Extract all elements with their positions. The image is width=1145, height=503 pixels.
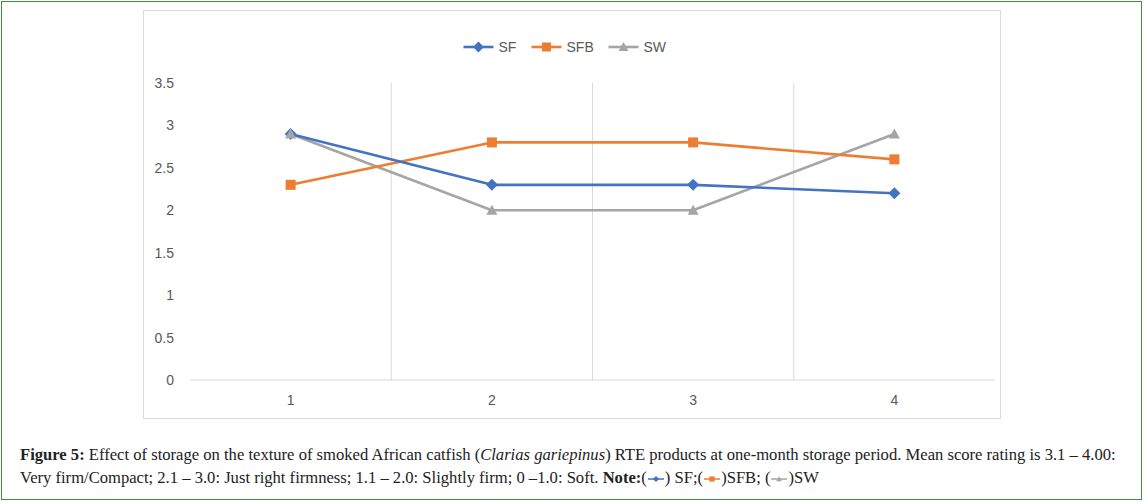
grid-line bbox=[793, 83, 794, 380]
note-icon-marker bbox=[710, 477, 715, 482]
page: 0 0.5 1 1.5 2 2.5 3 3.5 1 2 3 4 SF SFB SW Figure 5: Ef… bbox=[0, 0, 1145, 503]
y-tick-label: 0 bbox=[166, 372, 174, 388]
y-tick bbox=[186, 380, 190, 381]
y-tick-label: 1.5 bbox=[155, 245, 175, 261]
legend: SF SFB SW bbox=[464, 39, 667, 55]
legend-marker bbox=[542, 43, 551, 52]
y-tick-label: 1 bbox=[166, 287, 174, 303]
note-text: )SW bbox=[788, 468, 818, 487]
point bbox=[285, 128, 297, 140]
legend-label: SF bbox=[499, 39, 517, 55]
x-tick-label: 2 bbox=[488, 392, 496, 408]
series-line bbox=[291, 134, 895, 193]
note-icon bbox=[647, 474, 665, 484]
legend-marker bbox=[619, 42, 629, 51]
note-text: ) SF;( bbox=[665, 468, 703, 487]
y-tick bbox=[186, 83, 190, 84]
y-tick bbox=[186, 337, 190, 338]
grid-line bbox=[592, 83, 593, 380]
point bbox=[888, 187, 900, 199]
point bbox=[486, 179, 498, 191]
point bbox=[688, 205, 699, 215]
caption-species: Clarias gariepinus bbox=[480, 445, 605, 464]
y-tick bbox=[186, 252, 190, 253]
note-text: Note: bbox=[603, 468, 642, 487]
caption-label: Figure 5: bbox=[20, 445, 85, 464]
data-group bbox=[285, 128, 901, 215]
caption-text: Effect of storage on the texture of smok… bbox=[85, 445, 481, 464]
series-line bbox=[291, 134, 895, 210]
caption: Figure 5: Effect of storage on the textu… bbox=[20, 443, 1120, 489]
x-tick-label: 1 bbox=[287, 392, 295, 408]
grid-line bbox=[391, 83, 392, 380]
y-tick bbox=[186, 210, 190, 211]
legend-marker bbox=[473, 42, 484, 53]
point bbox=[486, 205, 497, 215]
y-tick-label: 3.5 bbox=[155, 75, 175, 91]
x-axis bbox=[190, 380, 995, 381]
series-line bbox=[291, 142, 895, 184]
point bbox=[286, 180, 296, 190]
y-tick-label: 2.5 bbox=[155, 160, 175, 176]
point bbox=[285, 128, 296, 138]
y-tick bbox=[186, 167, 190, 168]
point bbox=[687, 179, 699, 191]
note-icon-marker bbox=[653, 476, 659, 482]
note-text: ( bbox=[641, 468, 647, 487]
y-tick-label: 3 bbox=[166, 117, 174, 133]
chart: 0 0.5 1 1.5 2 2.5 3 3.5 1 2 3 4 SF SFB SW bbox=[0, 0, 1145, 440]
point bbox=[889, 154, 899, 164]
point bbox=[487, 137, 497, 147]
point bbox=[889, 128, 900, 138]
legend-label: SW bbox=[644, 39, 667, 55]
note-icon bbox=[703, 474, 721, 484]
y-tick bbox=[186, 295, 190, 296]
caption-space bbox=[598, 468, 602, 487]
x-tick-label: 3 bbox=[689, 392, 697, 408]
chart-frame bbox=[143, 10, 1001, 419]
x-tick-label: 4 bbox=[890, 392, 898, 408]
note-text: )SFB; ( bbox=[721, 468, 770, 487]
note-icon-marker bbox=[777, 476, 783, 481]
point bbox=[688, 137, 698, 147]
caption-title: Figure 5: Effect of storage on the textu… bbox=[20, 445, 1116, 487]
y-tick bbox=[186, 125, 190, 126]
note-icon bbox=[770, 474, 788, 484]
legend-label: SFB bbox=[567, 39, 594, 55]
y-tick-label: 2 bbox=[166, 202, 174, 218]
y-tick-label: 0.5 bbox=[155, 330, 175, 346]
